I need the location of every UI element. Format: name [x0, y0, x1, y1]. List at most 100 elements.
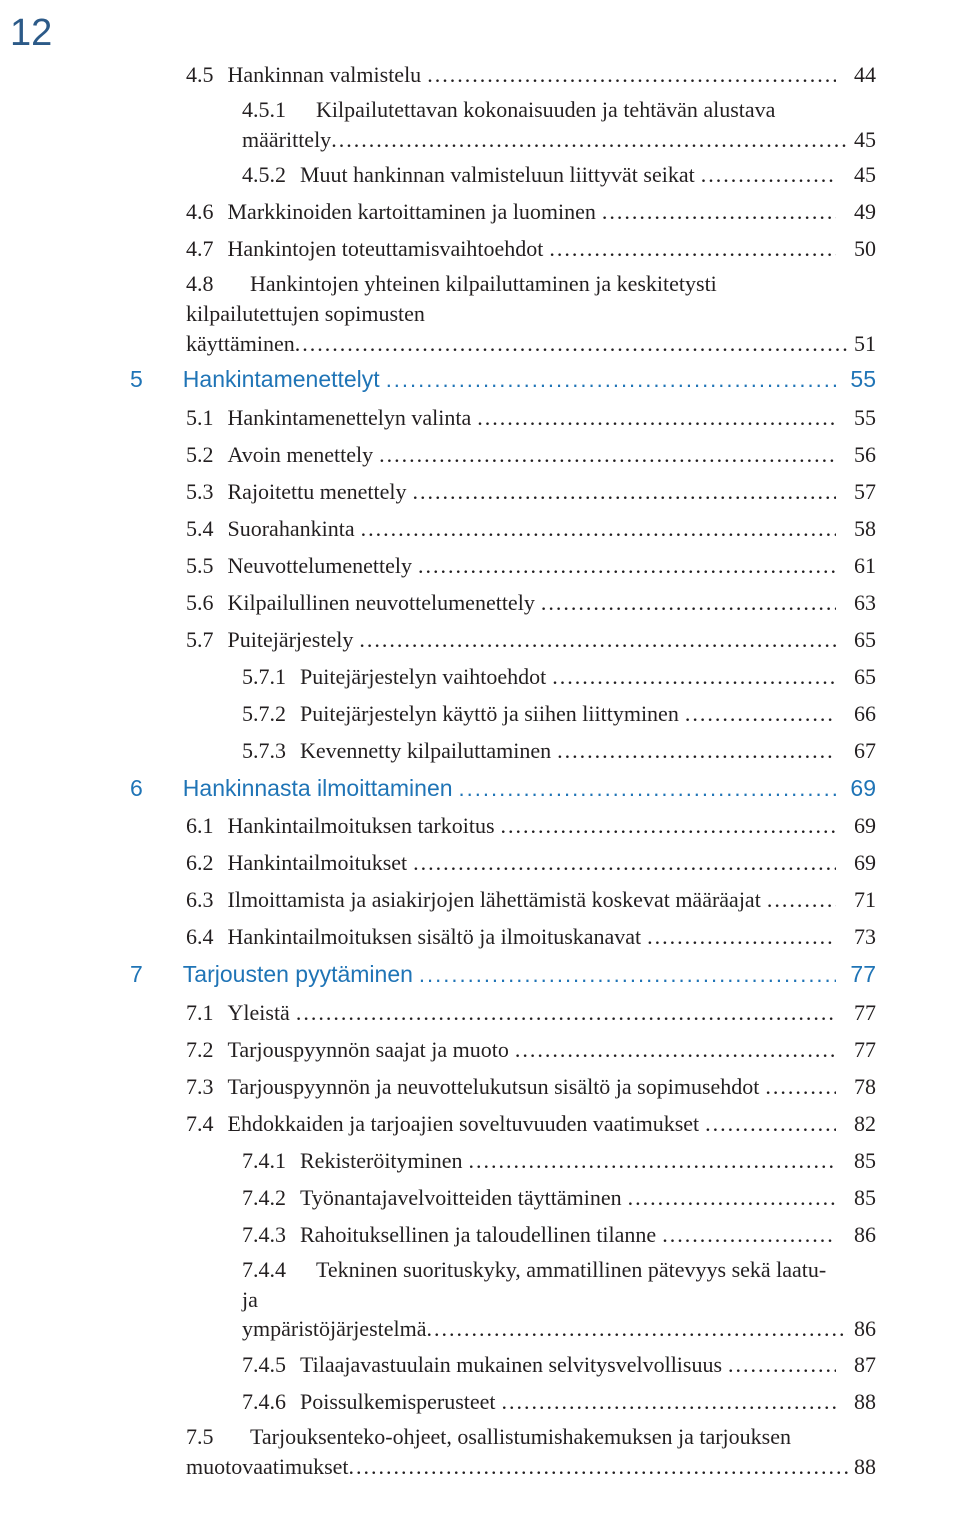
toc-number: 7.4.5 [242, 1348, 300, 1381]
toc-leader-dots [418, 549, 836, 582]
toc-leader-dots [685, 697, 836, 730]
toc-number: 4.6 [186, 195, 228, 228]
toc-page: 65 [836, 623, 876, 656]
toc-number: 6.4 [186, 920, 228, 953]
toc-title: Kilpailullinen neuvottelumenettely [228, 586, 541, 619]
toc-row: 7.4.6Poissulkemisperusteet88 [130, 1383, 876, 1420]
toc-row: 7.4.4Tekninen suorituskyky, ammatillinen… [130, 1253, 876, 1346]
toc-number: 5.7 [186, 623, 228, 656]
toc-leader-dots [662, 1218, 836, 1251]
toc-row: 4.6Markkinoiden kartoittaminen ja luomin… [130, 193, 876, 230]
toc-title: Ehdokkaiden ja tarjoajien soveltuvuuden … [228, 1107, 706, 1140]
toc-page: 86 [836, 1218, 876, 1251]
toc-number: 6.2 [186, 846, 228, 879]
toc-leader-dots [549, 232, 836, 265]
toc-number: 4.5.1 [242, 95, 316, 125]
toc-title: Tarjouspyynnön ja neuvottelukutsun sisäl… [228, 1070, 766, 1103]
toc-page: 77 [836, 996, 876, 1029]
toc-row: 4.8Hankintojen yhteinen kilpailuttaminen… [130, 267, 876, 360]
toc-number: 5.3 [186, 475, 228, 508]
toc-page: 44 [836, 58, 876, 91]
toc-page: 51 [848, 329, 876, 359]
toc-number: 5.2 [186, 438, 228, 471]
toc-page: 69 [836, 809, 876, 842]
toc-number: 7.3 [186, 1070, 228, 1103]
toc-page: 67 [836, 734, 876, 767]
toc-number: 6.1 [186, 809, 228, 842]
toc-leader-dots [359, 623, 836, 656]
toc-row: 7.4Ehdokkaiden ja tarjoajien soveltuvuud… [130, 1105, 876, 1142]
toc-row: 6.3Ilmoittamista ja asiakirjojen lähettä… [130, 881, 876, 918]
toc-row: 7Tarjousten pyytäminen77 [130, 955, 876, 994]
toc-row: 5.6Kilpailullinen neuvottelumenettely63 [130, 584, 876, 621]
toc-row: 7.3Tarjouspyynnön ja neuvottelukutsun si… [130, 1068, 876, 1105]
toc-page: 87 [836, 1348, 876, 1381]
toc-leader-dots [728, 1348, 836, 1381]
toc-page: 85 [836, 1144, 876, 1177]
toc-title: Avoin menettely [228, 438, 380, 471]
toc-title: Rekisteröityminen [300, 1144, 469, 1177]
toc-title: Yleistä [228, 996, 296, 1029]
toc-row: 7.5Tarjouksenteko-ohjeet, osallistumisha… [130, 1420, 876, 1483]
toc-page: 45 [848, 125, 876, 155]
toc-title: Puitejärjestely [228, 623, 360, 656]
toc-leader-dots [379, 438, 836, 471]
toc-leader-dots [767, 883, 836, 916]
toc-number: 5.5 [186, 549, 228, 582]
toc-page: 88 [848, 1452, 876, 1482]
toc-number: 7.1 [186, 996, 228, 1029]
toc-leader-dots [647, 920, 836, 953]
toc-leader-dots [331, 127, 876, 152]
toc-row: 6.4Hankintailmoituksen sisältö ja ilmoit… [130, 918, 876, 955]
toc-title: Rajoitettu menettely [228, 475, 413, 508]
page-number: 12 [10, 12, 52, 55]
toc-title: Hankintojen toteuttamisvaihtoehdot [228, 232, 550, 265]
toc-row: 5Hankintamenettelyt 55 [130, 360, 876, 399]
toc-row: 7.2Tarjouspyynnön saajat ja muoto77 [130, 1031, 876, 1068]
toc-title: Työnantajavelvoitteiden täyttäminen [300, 1181, 628, 1214]
toc-leader-dots [419, 958, 836, 991]
toc-number: 6 [130, 771, 183, 806]
toc-page: 49 [836, 195, 876, 228]
toc-row: 7.4.3Rahoituksellinen ja taloudellinen t… [130, 1216, 876, 1253]
toc-row: 5.7.3Kevennetty kilpailuttaminen67 [130, 732, 876, 769]
toc-title: Tarjousten pyytäminen [183, 957, 419, 992]
toc-page: 69 [836, 771, 876, 806]
toc-page: 73 [836, 920, 876, 953]
toc-title: Kevennetty kilpailuttaminen [300, 734, 557, 767]
toc-row: 5.3Rajoitettu menettely57 [130, 473, 876, 510]
toc-page: 65 [836, 660, 876, 693]
toc-title: Rahoituksellinen ja taloudellinen tilann… [300, 1218, 662, 1251]
toc-title: Hankintamenettelyt [183, 362, 386, 397]
toc-leader-dots [557, 734, 836, 767]
toc-number: 5 [130, 362, 183, 397]
toc-row: 7.4.2Työnantajavelvoitteiden täyttäminen… [130, 1179, 876, 1216]
toc-number: 7.2 [186, 1033, 228, 1066]
toc-title: Tarjouspyynnön saajat ja muoto [228, 1033, 515, 1066]
toc-leader-dots [477, 401, 836, 434]
toc-leader-dots [701, 158, 836, 191]
toc-row: 5.1Hankintamenettelyn valinta55 [130, 399, 876, 436]
toc-page: 55 [836, 362, 876, 397]
toc-title: Hankintamenettelyn valinta [228, 401, 478, 434]
toc-row: 6.1Hankintailmoituksen tarkoitus 69 [130, 807, 876, 844]
toc-row: 5.7.2Puitejärjestelyn käyttö ja siihen l… [130, 695, 876, 732]
toc-leader-dots [469, 1144, 836, 1177]
toc-number: 7.5 [186, 1422, 250, 1452]
toc-number: 7.4.3 [242, 1218, 300, 1251]
toc-row: 6.2Hankintailmoitukset69 [130, 844, 876, 881]
toc-number: 4.8 [186, 269, 250, 299]
toc-title: Hankintailmoituksen sisältö ja ilmoitusk… [228, 920, 648, 953]
toc-leader-dots [502, 1385, 836, 1418]
toc-number: 7.4.4 [242, 1255, 316, 1285]
toc-title: Markkinoiden kartoittaminen ja luominen [228, 195, 602, 228]
toc-number: 5.4 [186, 512, 228, 545]
toc-number: 7.4.2 [242, 1181, 300, 1214]
toc-row: 6Hankinnasta ilmoittaminen69 [130, 769, 876, 808]
toc-leader-dots [296, 996, 836, 1029]
toc-page: 45 [836, 158, 876, 191]
toc-page: 71 [836, 883, 876, 916]
toc-leader-dots [386, 363, 836, 396]
toc-title: Hankintailmoituksen tarkoitus [228, 809, 501, 842]
toc-leader-dots [765, 1070, 836, 1103]
